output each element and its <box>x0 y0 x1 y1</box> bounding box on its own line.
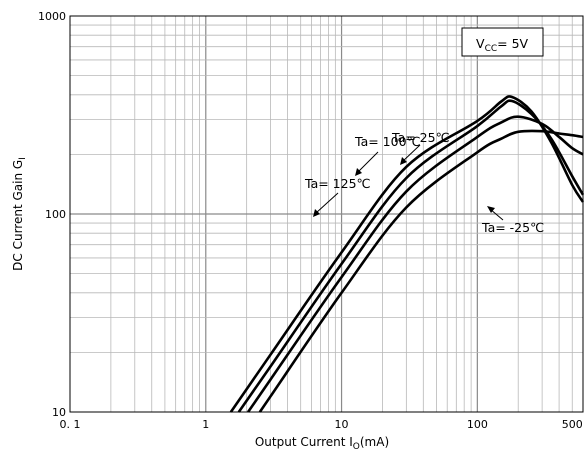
arrow-ta-125 <box>315 192 339 214</box>
series-line-2 <box>247 115 584 413</box>
arrow-ta-25 <box>401 144 421 163</box>
arrow-head-ta-125 <box>313 209 320 217</box>
series-lines <box>229 95 585 413</box>
condition-label: VCC= 5V <box>476 36 529 54</box>
annotation-ta-100: Ta= 100℃ <box>354 134 421 149</box>
arrow-head-ta-100 <box>355 168 362 176</box>
x-tick-label: 1 <box>202 418 209 431</box>
x-axis-title: Output Current IO(mA) <box>255 435 389 452</box>
arrow-head-ta-25 <box>400 157 407 165</box>
x-tick-label: 0. 1 <box>60 418 81 431</box>
series-line-1 <box>237 99 585 413</box>
plot-frame <box>69 15 584 413</box>
x-tick-label: 10 <box>335 418 349 431</box>
annotation-ta-minus-25: Ta= -25℃ <box>481 220 544 235</box>
annotation-ta-25: Ta= 25℃ <box>391 130 450 145</box>
annotation-ta-125: Ta= 125℃ <box>304 176 371 191</box>
tick-labels: 0. 1 1 10 100 500 10 100 1000 <box>38 10 583 431</box>
arrow-ta-100 <box>357 151 379 173</box>
y-tick-label: 1000 <box>38 10 66 23</box>
condition-box <box>461 27 544 57</box>
y-axis-title: DC Current Gain GI <box>11 157 28 271</box>
annotation-arrows <box>313 144 504 221</box>
x-tick-label: 500 <box>562 418 583 431</box>
y-tick-label: 100 <box>45 208 66 221</box>
y-tick-label: 10 <box>52 406 66 419</box>
x-tick-label: 100 <box>467 418 488 431</box>
arrow-head-ta-minus-25 <box>487 206 495 213</box>
grid <box>70 16 583 412</box>
series-line-0 <box>229 95 585 413</box>
series-line-3 <box>258 129 584 413</box>
